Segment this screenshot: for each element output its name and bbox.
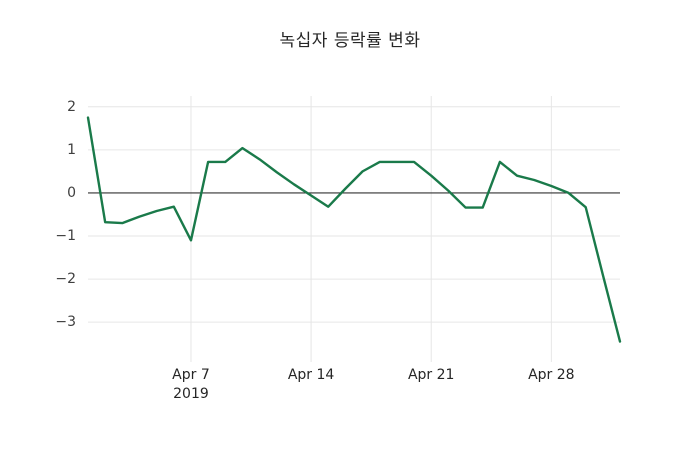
y-axis-tick-label: −1 — [55, 228, 76, 244]
y-axis-tick-label: 2 — [67, 98, 76, 115]
y-axis-tick-label: 1 — [67, 141, 76, 158]
x-axis-tick-label: Apr 7 2019 — [131, 366, 251, 404]
grid-lines — [88, 96, 620, 362]
x-axis-tick-label: Apr 14 — [251, 366, 371, 385]
y-axis-tick-label: −2 — [55, 271, 76, 288]
y-axis-tick-label: −3 — [55, 314, 76, 331]
x-axis-tick-label: Apr 28 — [491, 366, 611, 385]
x-axis-tick-label-year: 2019 — [173, 386, 209, 402]
x-axis-tick-label-main: Apr 7 — [172, 367, 210, 383]
series-line[interactable] — [86, 116, 622, 343]
x-axis-tick-label-main: Apr 14 — [287, 367, 335, 383]
y-axis-tick-label: 0 — [67, 184, 76, 201]
x-axis-tick-label: Apr 21 — [371, 366, 491, 385]
data-line[interactable] — [86, 116, 622, 343]
x-axis-tick-label-main: Apr 21 — [407, 367, 455, 383]
x-axis-tick-label-main: Apr 28 — [528, 367, 575, 383]
chart-title: 녹십자 등락률 변화 — [279, 31, 421, 51]
